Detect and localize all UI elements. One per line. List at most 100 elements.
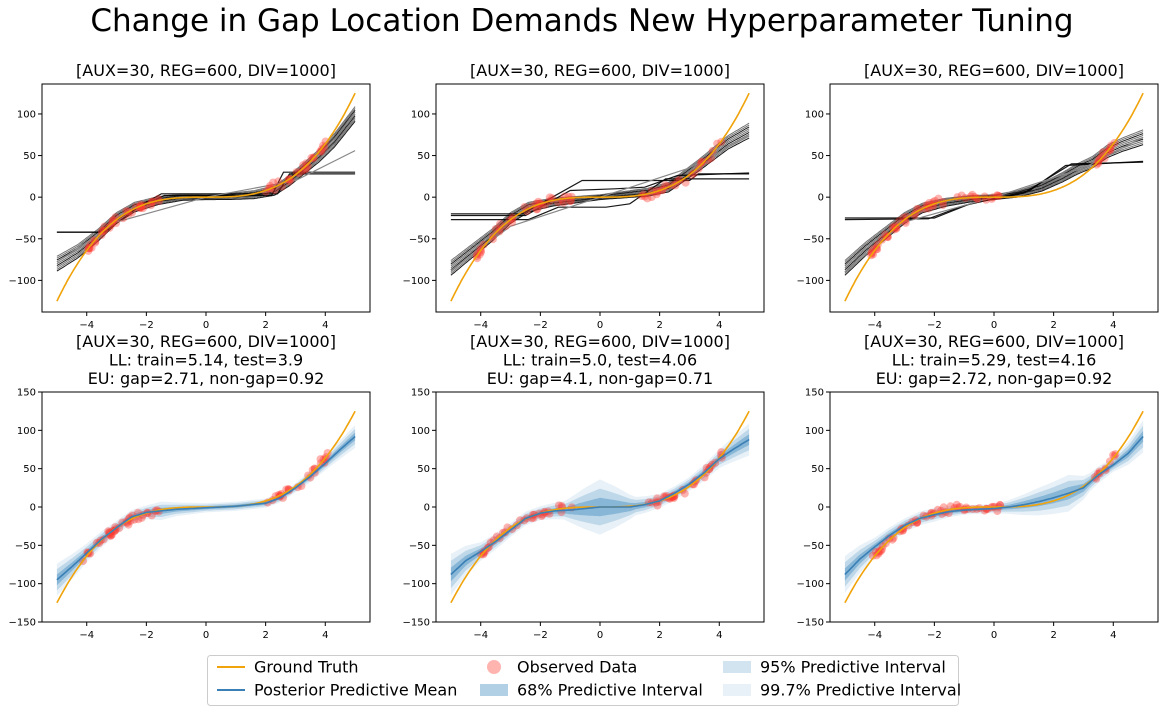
x-tick-label: 4 bbox=[716, 630, 722, 641]
observed-point bbox=[873, 245, 882, 254]
observed-point bbox=[84, 246, 93, 255]
subplot-title-1: [AUX=30, REG=600, DIV=1000] bbox=[76, 332, 336, 351]
x-tick-label: −4 bbox=[867, 320, 882, 331]
subplot-title-2: LL: train=5.14, test=3.9 bbox=[109, 351, 303, 370]
observed-point bbox=[696, 159, 705, 168]
ensemble-line bbox=[450, 131, 750, 271]
observed-point bbox=[877, 545, 886, 554]
legend-swatch-patch bbox=[480, 684, 508, 696]
x-tick-label: 2 bbox=[262, 320, 268, 331]
plot-area bbox=[450, 410, 750, 604]
panels: [AUX=30, REG=600, DIV=1000]−4 −2 0 2 4−100−5… bbox=[9, 61, 1159, 641]
posterior-mean-line bbox=[844, 435, 1144, 576]
observed-point bbox=[566, 197, 575, 206]
observed-point bbox=[473, 254, 482, 263]
observed-point bbox=[993, 191, 1002, 200]
x-tick-label: 4 bbox=[1110, 630, 1116, 641]
ensemble-line bbox=[56, 173, 356, 233]
observed-point bbox=[1094, 159, 1103, 168]
ensemble-line bbox=[450, 122, 750, 261]
y-tick-label: 0 bbox=[818, 193, 824, 204]
y-tick-label: 50 bbox=[23, 464, 36, 475]
observed-point bbox=[1092, 160, 1101, 169]
interval-band-2sigma bbox=[56, 428, 356, 591]
observed-point bbox=[486, 538, 495, 547]
observed-point bbox=[1095, 467, 1104, 476]
y-tick-label: 0 bbox=[424, 193, 430, 204]
y-tick-label: 0 bbox=[30, 193, 36, 204]
ensemble-line bbox=[56, 111, 356, 263]
x-tick-label: 2 bbox=[656, 630, 662, 641]
legend-label: Posterior Predictive Mean bbox=[254, 681, 457, 700]
observed-point bbox=[109, 216, 118, 225]
ensemble-line bbox=[450, 172, 750, 217]
observed-point bbox=[697, 157, 706, 166]
ensemble-line bbox=[450, 178, 750, 221]
observed-point bbox=[122, 207, 131, 216]
observed-point bbox=[889, 533, 898, 542]
x-tick-label: 4 bbox=[322, 630, 328, 641]
observed-point bbox=[869, 245, 878, 254]
observed-point bbox=[890, 222, 899, 231]
observed-point bbox=[888, 223, 897, 232]
observed-point bbox=[533, 205, 542, 213]
y-tick-label: −150 bbox=[797, 618, 824, 629]
observed-point bbox=[307, 153, 316, 162]
observed-point bbox=[681, 178, 690, 187]
posterior-mean-line bbox=[56, 435, 356, 581]
observed-point bbox=[892, 223, 901, 232]
subplot-title-3: EU: gap=2.71, non-gap=0.92 bbox=[88, 369, 325, 388]
observed-point bbox=[973, 195, 982, 203]
observed-point bbox=[871, 547, 880, 556]
subplot-2: [AUX=30, REG=600, DIV=1000] −4 −2 0 2 4 −100 −5… bbox=[403, 61, 765, 331]
observed-point bbox=[269, 178, 278, 187]
legend-swatch-patch bbox=[723, 661, 751, 673]
x-tick-label: 0 bbox=[991, 630, 997, 641]
ground-truth-line bbox=[56, 92, 356, 302]
subplot-title-3: EU: gap=4.1, non-gap=0.71 bbox=[487, 369, 713, 388]
subplot-title-2: LL: train=5.0, test=4.06 bbox=[503, 351, 697, 370]
observed-point bbox=[647, 193, 656, 202]
x-tick-label: 2 bbox=[1050, 630, 1056, 641]
observed-point bbox=[952, 500, 961, 509]
ensemble-line bbox=[844, 160, 1144, 221]
subplot-1: [AUX=30, REG=600, DIV=1000] −4 −2 0 2 4 −100 −5… bbox=[9, 61, 371, 331]
ground-truth-line bbox=[844, 410, 1144, 604]
x-tick-label: 2 bbox=[1050, 320, 1056, 331]
y-tick-label: 150 bbox=[411, 388, 430, 399]
observed-point bbox=[868, 551, 877, 560]
interval-band-3sigma bbox=[56, 425, 356, 596]
subplot-title-1: [AUX=30, REG=600, DIV=1000] bbox=[864, 332, 1124, 351]
observed-point bbox=[939, 503, 948, 512]
ensemble-line bbox=[56, 117, 356, 268]
legend-label: 99.7% Predictive Interval bbox=[760, 681, 961, 700]
ensemble-line bbox=[844, 131, 1144, 263]
y-tick-label: 50 bbox=[417, 464, 430, 475]
observed-point bbox=[689, 169, 698, 178]
legend-label: Ground Truth bbox=[254, 658, 359, 677]
observed-point bbox=[124, 520, 133, 529]
x-tick-label: 0 bbox=[597, 320, 603, 331]
observed-point bbox=[279, 493, 287, 502]
observed-point bbox=[97, 227, 106, 236]
x-tick-label: 4 bbox=[1110, 320, 1116, 331]
observed-point bbox=[653, 501, 662, 510]
x-tick-label: 2 bbox=[262, 630, 268, 641]
ensemble-line bbox=[56, 171, 356, 233]
y-tick-label: 50 bbox=[23, 151, 36, 162]
ensemble-line bbox=[56, 115, 356, 267]
observed-point bbox=[966, 192, 975, 201]
legend-swatch-marker bbox=[487, 660, 501, 674]
y-tick-label: 50 bbox=[811, 151, 824, 162]
legend-swatch-patch bbox=[723, 684, 751, 696]
legend-label: Observed Data bbox=[517, 658, 637, 677]
observed-point bbox=[883, 232, 892, 241]
y-tick-label: −100 bbox=[9, 276, 36, 287]
x-tick-label: 0 bbox=[203, 630, 209, 641]
y-tick-label: −100 bbox=[797, 579, 824, 590]
y-tick-label: −50 bbox=[803, 234, 824, 245]
observed-point bbox=[554, 501, 563, 510]
legend: Ground Truth Posterior Predictive Mean Obs… bbox=[207, 655, 961, 706]
y-tick-label: 100 bbox=[411, 109, 430, 120]
